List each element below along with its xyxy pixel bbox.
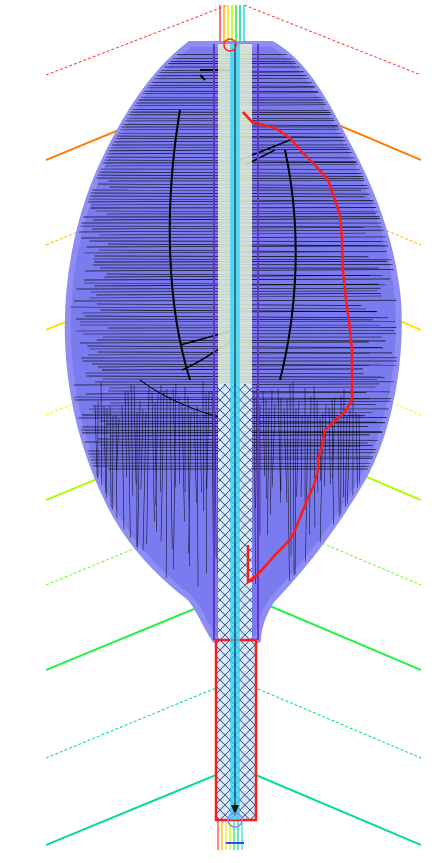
tree-edge: [155, 394, 159, 506]
planned-path-line: [242, 111, 354, 584]
tree-edge: [316, 400, 319, 493]
contour-line: [45, 682, 422, 759]
center-arrow: [231, 805, 239, 815]
tree-edge: [253, 391, 256, 585]
tree-edge: [116, 419, 120, 471]
tree-edge: [103, 406, 107, 494]
tree-edge: [199, 417, 202, 493]
tree-edge: [94, 405, 98, 488]
tree-edge: [255, 383, 258, 509]
contour-line: [45, 769, 422, 846]
tree-edge: [127, 391, 131, 550]
tree-branch: [168, 109, 191, 381]
start-marker: [223, 38, 237, 52]
goal-marker: [227, 812, 243, 828]
markers: [223, 38, 244, 844]
tree-edge: [100, 382, 103, 485]
tree-edge: [169, 396, 173, 549]
tree-edge: [137, 401, 141, 552]
tree-edge: [292, 382, 295, 577]
tree-edge: [142, 412, 147, 551]
contour-line: [45, 4, 422, 76]
tree-edge: [173, 383, 177, 570]
tree-edge: [300, 414, 303, 497]
tree-edge: [193, 409, 197, 504]
tree-edge: [187, 396, 190, 567]
tree-edge: [328, 407, 331, 484]
tree-edge: [277, 388, 282, 503]
tree-edge: [267, 407, 270, 536]
tree-edge: [196, 405, 199, 587]
tree-edge: [296, 400, 300, 497]
tree-edge: [165, 389, 168, 584]
tree-edge: [124, 390, 128, 477]
tree-edge: [172, 388, 177, 488]
tree-edge: [154, 402, 157, 532]
planned-path: [242, 111, 354, 585]
tree-edge: [214, 410, 217, 559]
tree-edge: [181, 405, 185, 522]
tree-edge: [309, 396, 312, 536]
tree-edge: [160, 384, 162, 492]
tree-branch: [279, 149, 297, 381]
tree-edge: [286, 399, 290, 588]
tree-edge: [270, 389, 273, 515]
tree-edge: [151, 392, 155, 522]
tree-edge: [271, 404, 276, 488]
tree-edge: [332, 397, 336, 479]
tree-edge: [262, 391, 265, 476]
corridor: [213, 44, 259, 822]
planned-path-end: [246, 545, 263, 585]
tree-edge: [133, 385, 137, 485]
tree-edge: [130, 383, 134, 496]
tree-edge: [324, 404, 327, 487]
tree-edge: [146, 388, 150, 545]
tree-edge: [319, 413, 324, 543]
tree-edge: [140, 409, 144, 490]
tree-edge: [294, 408, 297, 580]
tree-edge: [107, 327, 397, 329]
tree-edge: [289, 384, 292, 556]
tree-edge: [206, 391, 210, 489]
tree-edge: [160, 390, 165, 541]
tree-edge: [313, 385, 316, 528]
tree-edge: [346, 410, 351, 512]
tree-edge: [283, 408, 288, 503]
tree-edge: [188, 411, 192, 554]
